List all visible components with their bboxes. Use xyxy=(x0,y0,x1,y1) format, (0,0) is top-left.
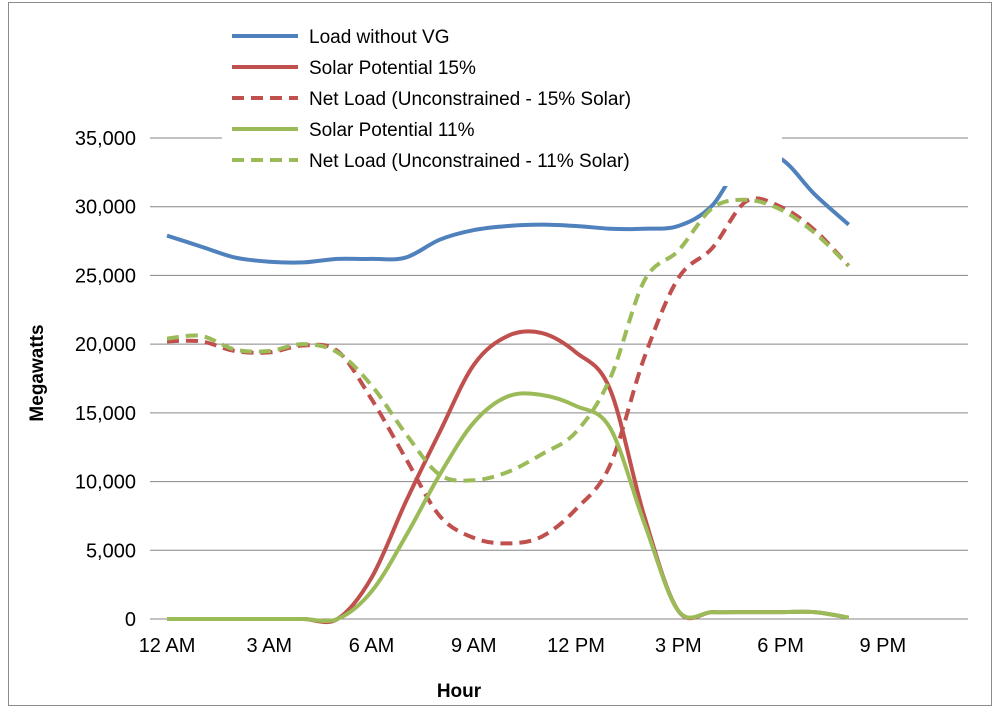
series-line-net-load-unconstrained-15-solar xyxy=(166,196,851,546)
x-tick-label: 3 AM xyxy=(247,635,293,657)
y-tick-label: 10,000 xyxy=(75,472,136,494)
x-tick-label: 6 AM xyxy=(349,635,395,657)
legend: Load without VG Solar Potential 15% Net Lo… xyxy=(232,27,631,172)
x-tick-label: 12 PM xyxy=(547,635,605,657)
legend-label: Solar Potential 11% xyxy=(309,120,475,141)
series-line-solar-potential-15 xyxy=(167,329,850,625)
y-tick-label: 25,000 xyxy=(75,265,136,287)
y-axis-ticks: 0 5,000 10,000 15,000 20,000 25,000 30,000 35,0… xyxy=(75,128,136,631)
series-line-solar-potential-11 xyxy=(167,391,850,624)
series-lines xyxy=(166,149,851,625)
x-axis-title: Hour xyxy=(437,681,482,702)
legend-label: Net Load (Unconstrained - 11% Solar) xyxy=(309,151,630,172)
legend-label: Solar Potential 15% xyxy=(309,58,476,79)
y-tick-label: 30,000 xyxy=(75,197,136,219)
legend-label: Load without VG xyxy=(309,27,449,48)
x-tick-label: 9 PM xyxy=(859,635,906,657)
legend-label: Net Load (Unconstrained - 15% Solar) xyxy=(309,89,631,110)
x-tick-label: 3 PM xyxy=(655,635,702,657)
x-tick-label: 6 PM xyxy=(757,635,804,657)
legend-background xyxy=(222,18,782,186)
y-tick-label: 15,000 xyxy=(75,403,136,425)
y-tick-label: 35,000 xyxy=(75,128,136,150)
x-tick-label: 12 AM xyxy=(139,635,196,657)
y-axis-title: Megawatts xyxy=(27,324,48,421)
y-tick-label: 20,000 xyxy=(75,334,136,356)
series-line-net-load-unconstrained-11-solar xyxy=(166,197,851,483)
y-tick-label: 0 xyxy=(125,609,136,631)
y-tick-label: 5,000 xyxy=(86,540,136,562)
x-axis-ticks: 12 AM 3 AM 6 AM 9 AM 12 PM 3 PM 6 PM 9 PM xyxy=(139,635,906,657)
gridlines xyxy=(150,137,968,551)
x-tick-label: 9 AM xyxy=(451,635,497,657)
